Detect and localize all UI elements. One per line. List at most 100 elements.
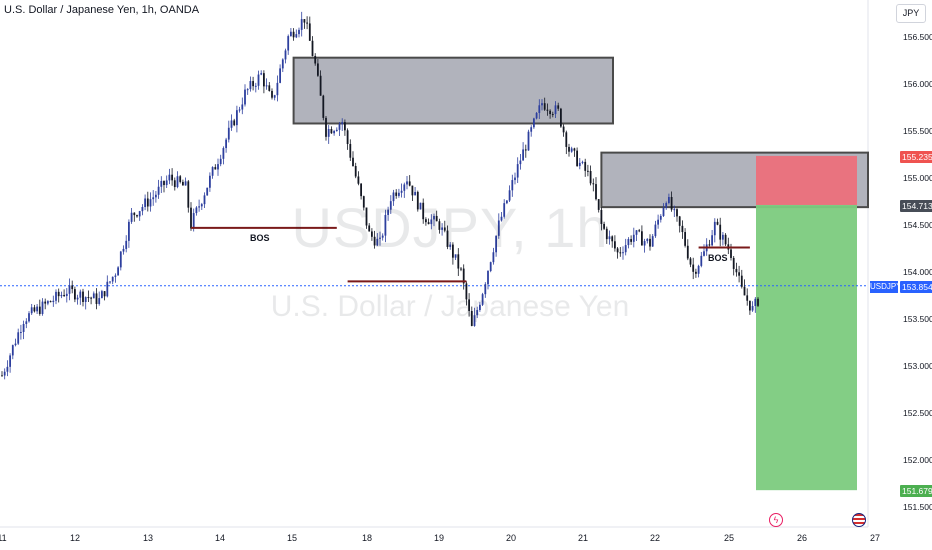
price-tick-label: 153.500 — [903, 314, 932, 324]
candle-body — [25, 321, 28, 324]
candle-body — [481, 294, 484, 305]
candle-body — [395, 192, 398, 196]
lightning-event-icon[interactable]: ϟ — [769, 513, 783, 527]
candle-body — [724, 234, 727, 245]
price-tick-label: 152.000 — [903, 455, 932, 465]
candle-body — [527, 131, 530, 151]
candle-body — [57, 291, 60, 297]
candle-body — [551, 114, 554, 116]
candle-body — [565, 132, 568, 147]
candle-body — [495, 235, 497, 253]
candle-body — [200, 204, 203, 207]
candle-body — [578, 162, 581, 167]
candle-body — [233, 120, 236, 126]
currency-button[interactable]: JPY — [896, 4, 926, 23]
candle-body — [562, 126, 565, 133]
candle-body — [165, 180, 168, 186]
candle-body — [570, 148, 573, 152]
candle-body — [476, 310, 479, 316]
candle-body — [106, 281, 109, 297]
watermark-symbol: USDJPY, 1h — [291, 196, 609, 259]
candle-body — [357, 176, 360, 184]
candle-body — [473, 315, 476, 326]
candle-body — [14, 343, 17, 346]
candle-body — [295, 34, 298, 38]
candle-body — [492, 252, 495, 263]
time-tick-label: 11 — [0, 533, 7, 543]
candle-body — [692, 264, 695, 272]
candle-body — [98, 298, 101, 304]
candle-body — [41, 301, 44, 314]
candle-body — [384, 214, 387, 236]
candle-body — [306, 22, 308, 24]
time-tick-label: 26 — [797, 533, 807, 543]
candle-body — [533, 118, 535, 128]
price-tick-label: 156.500 — [903, 32, 932, 42]
candle-body — [136, 215, 138, 217]
candle-body — [311, 40, 314, 56]
candle-body — [659, 215, 662, 220]
candle-body — [155, 194, 157, 198]
candle-body — [271, 90, 273, 98]
candle-body — [489, 262, 492, 271]
candle-body — [55, 291, 57, 301]
candle-body — [541, 103, 543, 106]
candle-body — [616, 248, 619, 253]
candle-body — [400, 190, 403, 193]
candle-body — [589, 171, 592, 184]
candle-body — [389, 201, 392, 210]
candle-body — [103, 291, 106, 297]
candle-body — [265, 85, 268, 87]
time-tick-label: 27 — [870, 533, 880, 543]
candle-body — [697, 265, 700, 274]
candle-body — [333, 130, 335, 134]
candle-body — [433, 215, 435, 220]
candle-body — [568, 146, 570, 152]
candle-body — [146, 198, 149, 207]
candle-body — [708, 244, 711, 246]
candle-body — [732, 257, 735, 269]
candle-body — [84, 297, 87, 302]
candle-body — [65, 293, 68, 297]
candle-body — [122, 248, 125, 252]
candle-body — [686, 245, 689, 259]
us-flag-event-icon[interactable] — [852, 513, 866, 527]
candle-body — [360, 183, 362, 197]
candle-body — [63, 294, 65, 297]
candle-body — [611, 236, 614, 242]
candle-body — [681, 225, 684, 233]
time-tick-label: 15 — [287, 533, 297, 543]
candle-body — [605, 228, 608, 240]
candle-body — [163, 180, 165, 186]
time-tick-label: 14 — [215, 533, 225, 543]
candle-body — [554, 105, 557, 115]
candle-body — [36, 306, 38, 312]
candle-body — [668, 197, 670, 204]
time-tick-label: 12 — [70, 533, 80, 543]
time-tick-label: 20 — [506, 533, 516, 543]
candle-body — [308, 23, 311, 41]
candle-body — [319, 75, 322, 96]
candle-body — [757, 298, 759, 306]
candle-body — [6, 366, 9, 372]
candle-body — [314, 55, 317, 64]
candle-body — [716, 221, 719, 225]
candle-body — [735, 268, 738, 273]
candle-body — [422, 202, 425, 220]
candle-body — [292, 31, 295, 38]
candle-body — [28, 313, 30, 322]
candle-body — [392, 192, 395, 202]
candle-body — [133, 212, 136, 216]
candle-body — [465, 283, 468, 300]
candle-body — [176, 176, 179, 188]
candle-body — [171, 174, 173, 181]
candle-body — [373, 236, 376, 246]
candle-body — [754, 298, 757, 307]
candle-body — [209, 175, 211, 188]
candle-body — [600, 209, 603, 224]
candle-body — [109, 281, 111, 283]
candle-body — [192, 213, 195, 229]
candle-body — [92, 293, 95, 299]
candle-body — [703, 251, 705, 256]
